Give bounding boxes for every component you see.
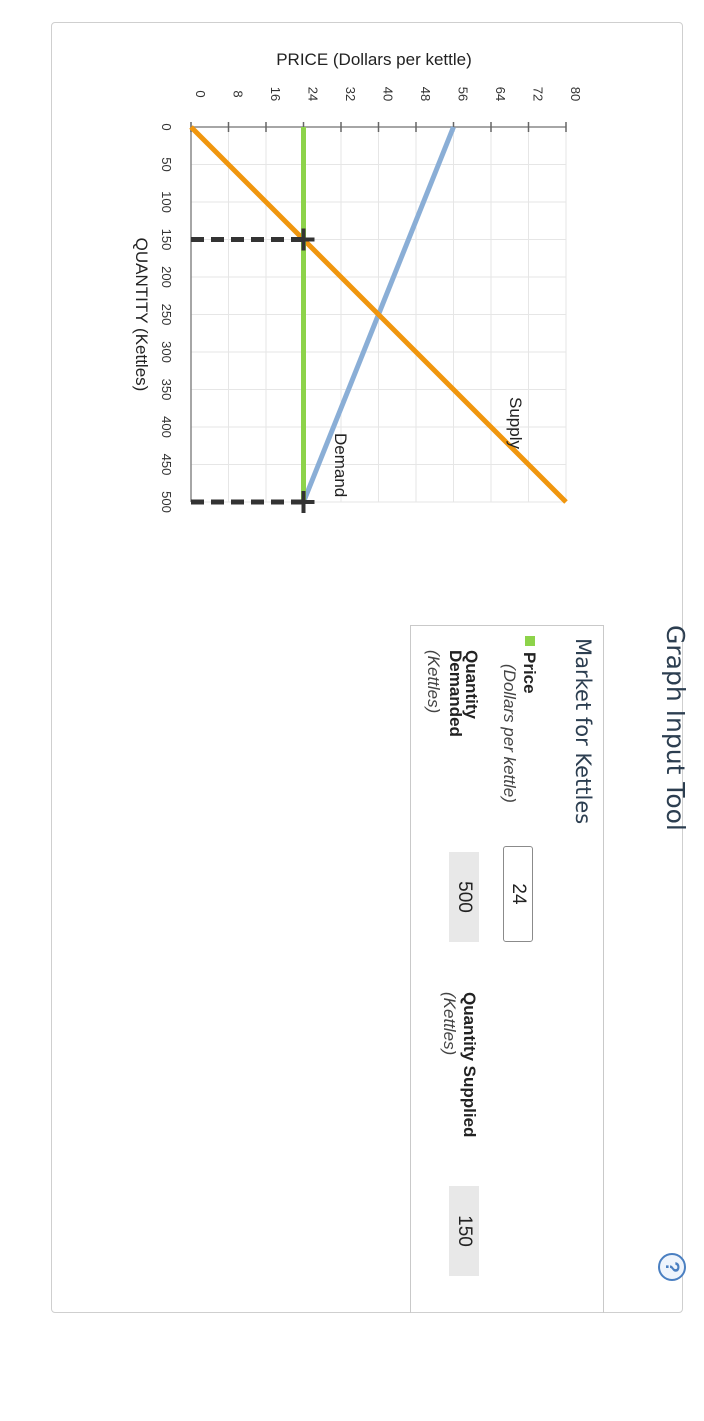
table-title: Market for Kettles [571, 638, 595, 825]
quantity-tick-label: 100 [159, 191, 174, 213]
chart-labels: 0 8 16 24 32 40 48 56 64 72 80 0 50 100 150 200 250 300 35… [132, 50, 583, 513]
quantity-tick-label: 50 [159, 157, 174, 171]
quantity-supplied-value: 150 [449, 1186, 479, 1276]
supply-label: Supply [506, 397, 525, 449]
price-tick-label: 64 [493, 87, 508, 101]
price-color-swatch [525, 636, 535, 646]
market-table: Market for Kettles Price (Dollars per ke… [410, 625, 604, 1313]
quantity-supplied-label: Quantity Supplied [460, 992, 479, 1138]
price-tick-label: 16 [268, 87, 283, 101]
quantity-tick-label: 150 [159, 229, 174, 251]
supply-curve [189, 125, 568, 504]
help-button[interactable]: ? [658, 1253, 686, 1281]
price-tick-label: 24 [306, 87, 321, 101]
quantity-demanded-label: Quantity Demanded [446, 650, 481, 737]
price-tick-label: 48 [418, 87, 433, 101]
quantity-tick-label: 300 [159, 341, 174, 363]
quantity-tick-label: 250 [159, 304, 174, 326]
price-tick-label: 72 [531, 87, 546, 101]
price-tick-label: 0 [193, 90, 208, 97]
quantity-tick-label: 450 [159, 454, 174, 476]
price-unit: (Dollars per kettle) [500, 664, 519, 803]
price-tick-label: 40 [381, 87, 396, 101]
graph-tool-frame [51, 22, 683, 1313]
quantity-tick-label: 0 [159, 123, 174, 130]
graph-input-panel: Graph Input Tool ? Market for Kettles Pr… [410, 625, 690, 1315]
chart-grid [191, 127, 567, 503]
price-label: Price [520, 652, 539, 694]
chart-marks [189, 125, 568, 513]
price-tick-label: 80 [568, 87, 583, 101]
quantity-tick-label: 400 [159, 416, 174, 438]
quantity-demanded-value: 500 [449, 852, 479, 942]
tool-title: Graph Input Tool [661, 625, 690, 831]
price-axis-title: PRICE (Dollars per kettle) [276, 50, 472, 69]
price-tick-label: 56 [456, 87, 471, 101]
quantity-tick-label: 350 [159, 379, 174, 401]
quantity-tick-label: 200 [159, 266, 174, 288]
quantity-demanded-unit: (Kettles) [424, 650, 443, 714]
price-tick-label: 32 [343, 87, 358, 101]
quantity-supplied-unit: (Kettles) [440, 992, 459, 1056]
demand-label: Demand [331, 433, 350, 497]
price-tick-label: 8 [231, 90, 246, 97]
quantity-tick-label: 500 [159, 491, 174, 513]
price-input[interactable]: 24 [503, 846, 533, 942]
quantity-axis-title: QUANTITY (Kettles) [132, 238, 151, 392]
